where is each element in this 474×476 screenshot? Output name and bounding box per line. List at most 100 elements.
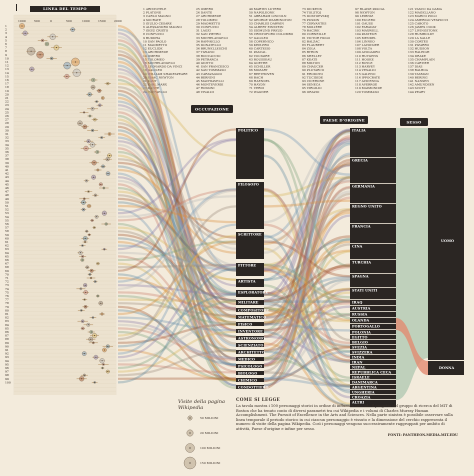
- country-label: ISRAELE: [352, 375, 370, 379]
- visit-dot: [82, 209, 84, 211]
- visit-dot: [107, 83, 109, 85]
- visit-dot: [107, 345, 109, 347]
- person-name: 83 FLAUBERT: [302, 43, 324, 47]
- rank-number: 25: [5, 110, 9, 114]
- rank-number: 60: [5, 236, 9, 240]
- rank-number: 87: [5, 334, 9, 338]
- flow: [117, 201, 237, 269]
- visit-dot: [94, 119, 96, 121]
- rank-number: 82: [5, 316, 9, 320]
- person-name: 144 PEARY: [408, 90, 425, 94]
- visit-dot: [93, 162, 95, 164]
- person-name: 32 SAN PIETRO: [196, 32, 221, 36]
- person-name: 20 ISAAC NEWTON: [143, 75, 174, 79]
- flow: [117, 93, 237, 387]
- flow: [263, 237, 351, 387]
- visit-dot: [100, 183, 102, 185]
- person-name: 25 OMERO: [196, 7, 214, 11]
- legend-label: 20 MILIONI: [200, 431, 219, 435]
- svg-text:SESSO: SESSO: [406, 121, 421, 125]
- rank-number: 94: [5, 359, 9, 363]
- person-name: 18 GALILEO: [143, 68, 163, 72]
- visit-dot: [108, 155, 110, 157]
- timeline-grid: [13, 14, 117, 395]
- occupation-label: SCIENZIATO: [238, 343, 263, 347]
- rank-number: 62: [5, 244, 9, 248]
- person-name: 88 MILTON: [302, 61, 320, 65]
- visit-dot: [82, 320, 84, 322]
- flow: [263, 128, 351, 281]
- flow: [263, 288, 351, 326]
- svg-text:OCCUPAZIONE: OCCUPAZIONE: [195, 108, 229, 112]
- person-name: 3 CARLO MAGNO: [143, 14, 171, 18]
- flow: [117, 114, 237, 390]
- visit-dot: [51, 57, 53, 59]
- flow: [263, 154, 351, 318]
- person-name: 2 PLATONE: [143, 11, 161, 15]
- country-block: [350, 400, 396, 408]
- flow: [263, 139, 351, 366]
- flow: [263, 185, 351, 367]
- visit-dot: [103, 349, 105, 351]
- person-name: 15 TOLOMEO: [143, 57, 165, 61]
- country-block: [350, 340, 396, 345]
- flow: [263, 300, 351, 332]
- sex-block-male: [428, 128, 464, 360]
- flow: [117, 237, 237, 302]
- flow: [117, 154, 237, 326]
- legend-title: Visite della pagina Wikipedia: [178, 399, 225, 411]
- visit-dot: [24, 32, 26, 34]
- rank-number: 81: [5, 312, 9, 316]
- person-name: 35 DONATELLO: [196, 43, 221, 47]
- person-name: 132 HUDSON: [408, 47, 430, 51]
- country-block: [350, 244, 396, 260]
- person-name: 133 RALEIGH: [408, 50, 430, 54]
- visit-dot: [92, 86, 94, 88]
- rank-number: 89: [5, 341, 9, 345]
- flow: [263, 164, 351, 270]
- occupation-label: PITTORE: [238, 263, 256, 267]
- rank-number: 74: [5, 287, 9, 291]
- rank-number: 95: [5, 362, 9, 366]
- flow: [263, 130, 351, 332]
- person-name: 131 PIZARRO: [408, 43, 430, 47]
- person-name: 121 VASCO DA GAMA: [408, 7, 443, 11]
- person-name: 23 DANTE: [143, 86, 159, 90]
- country-label: REPUBBLICA CECA: [352, 370, 392, 374]
- occupation-label: MEDICO: [238, 357, 255, 361]
- flow: [263, 330, 351, 407]
- flow: [263, 163, 351, 310]
- visit-dot: [85, 180, 87, 182]
- flow: [263, 158, 351, 338]
- rank-number: 48: [5, 193, 9, 197]
- flow: [117, 244, 237, 272]
- rank-number: 93: [5, 355, 9, 359]
- flow: [263, 154, 351, 358]
- visit-dot: [96, 216, 98, 218]
- flow: [263, 142, 351, 382]
- person-name: 51 ABRAHAM LINCOLN: [249, 14, 287, 18]
- person-name: 122 MAGELLANO: [408, 11, 436, 15]
- rank-number: 85: [5, 326, 9, 330]
- occupation-label: ESPLORATORE: [238, 290, 268, 294]
- occupation-label: FILOSOFO: [238, 182, 259, 186]
- visit-dot: [31, 68, 33, 70]
- flow: [117, 305, 237, 380]
- rank-number: 46: [5, 186, 9, 190]
- occupation-label: FISICO: [238, 322, 252, 326]
- person-name: 128 HUMBOLDT: [408, 32, 434, 36]
- rank-number: 64: [5, 251, 9, 255]
- occupation-label: INVENTORE: [238, 329, 263, 333]
- rank-number: 19: [5, 89, 9, 93]
- flow: [263, 266, 351, 302]
- rank-number: 14: [5, 71, 9, 75]
- visit-dot: [66, 75, 68, 77]
- flow: [263, 263, 351, 299]
- person-name: 8 CONFUCIO: [143, 32, 164, 36]
- rank-number: 73: [5, 283, 9, 287]
- visit-dot: [94, 281, 96, 283]
- flow: [117, 32, 237, 387]
- person-name: 81 VICTOR HUGO: [302, 36, 331, 40]
- visit-dot: [82, 255, 84, 257]
